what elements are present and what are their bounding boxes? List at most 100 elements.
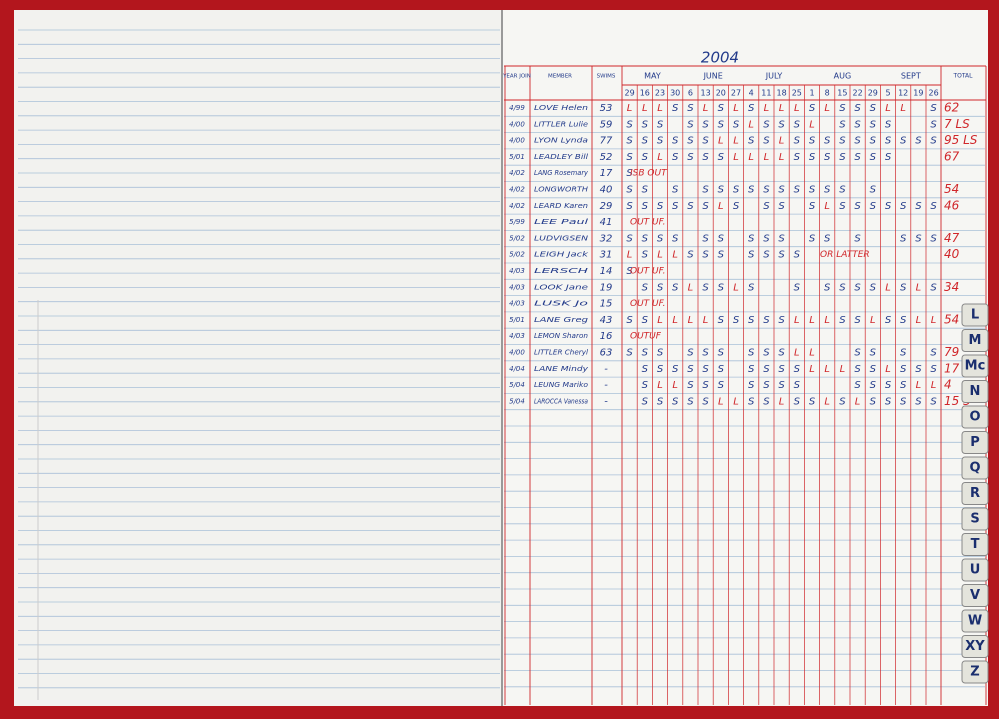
attendance-mark: S xyxy=(763,185,770,196)
member-name: LITTLER Cheryl xyxy=(534,349,588,357)
attendance-mark: S xyxy=(930,136,937,147)
member-name: LANG Rosemary xyxy=(534,169,589,177)
attendance-mark: S xyxy=(809,152,816,163)
attendance-mark: L xyxy=(916,380,922,391)
attendance-mark: S xyxy=(718,282,725,293)
attendance-mark: S xyxy=(657,233,664,244)
attendance-mark: S xyxy=(748,380,755,391)
date-header: 12 xyxy=(898,89,908,98)
attendance-mark: L xyxy=(657,315,663,326)
attendance-mark: S xyxy=(672,233,679,244)
note: OUTUF xyxy=(630,332,662,342)
attendance-mark: L xyxy=(703,315,709,326)
total: 62 xyxy=(944,101,959,115)
index-tab xyxy=(961,482,989,505)
member-name: LEARD Karen xyxy=(534,202,588,210)
attendance-mark: S xyxy=(854,152,861,163)
attendance-mark: S xyxy=(702,119,709,130)
index-tab-label: S xyxy=(970,512,979,527)
attendance-mark: S xyxy=(672,396,679,407)
attendance-mark: S xyxy=(672,136,679,147)
right-page xyxy=(502,10,988,706)
member-name: LYON Lynda xyxy=(534,137,588,145)
total: 34 xyxy=(944,280,959,294)
attendance-mark: S xyxy=(915,201,922,212)
index-tab xyxy=(961,635,989,658)
attendance-mark: S xyxy=(885,201,892,212)
attendance-mark: S xyxy=(718,348,725,359)
join-date: 5/02 xyxy=(509,234,525,242)
attendance-mark: S xyxy=(748,136,755,147)
attendance-mark: S xyxy=(809,201,816,212)
attendance-mark: S xyxy=(809,396,816,407)
index-tab-label: Mc xyxy=(965,359,986,374)
swims: 53 xyxy=(600,103,613,114)
month-header: AUG xyxy=(834,72,852,81)
attendance-mark: L xyxy=(748,152,754,163)
index-tab xyxy=(961,380,989,403)
date-header: 30 xyxy=(670,89,680,98)
attendance-mark: L xyxy=(779,136,785,147)
total: 79 xyxy=(944,345,959,359)
index-tab-label: P xyxy=(970,435,980,450)
index-tab-label: N xyxy=(970,384,981,399)
attendance-mark: S xyxy=(900,136,907,147)
attendance-mark: S xyxy=(854,103,861,114)
index-tab xyxy=(961,456,989,480)
attendance-mark: S xyxy=(626,266,633,277)
total: 40 xyxy=(944,247,960,261)
attendance-mark: S xyxy=(642,136,649,147)
attendance-mark: S xyxy=(930,282,937,293)
attendance-mark: S xyxy=(794,380,801,391)
join-date: 4/02 xyxy=(509,169,525,177)
join-date: 4/02 xyxy=(509,186,525,194)
attendance-mark: S xyxy=(642,185,649,196)
attendance-mark: S xyxy=(763,380,770,391)
attendance-mark: L xyxy=(733,136,739,147)
index-tab-label: W xyxy=(968,614,982,629)
attendance-mark: S xyxy=(778,380,785,391)
attendance-mark: S xyxy=(718,119,725,130)
member-name: LANE Greg xyxy=(534,316,589,324)
attendance-mark: S xyxy=(702,201,709,212)
attendance-mark: S xyxy=(870,396,877,407)
attendance-mark: S xyxy=(642,250,649,261)
attendance-mark: L xyxy=(855,396,861,407)
attendance-mark: S xyxy=(763,233,770,244)
attendance-mark: S xyxy=(748,250,755,261)
attendance-mark: L xyxy=(779,152,785,163)
date-header: 29 xyxy=(868,89,878,98)
total: 17 xyxy=(944,361,960,375)
date-header: 29 xyxy=(625,89,635,98)
attendance-mark: S xyxy=(900,233,907,244)
column-header: TOTAL xyxy=(952,73,973,80)
attendance-mark: S xyxy=(702,185,709,196)
member-name: LANE Mindy xyxy=(534,365,589,373)
attendance-mark: S xyxy=(718,364,725,375)
attendance-mark: S xyxy=(702,396,709,407)
swims: 77 xyxy=(600,136,613,147)
index-tab xyxy=(961,533,989,556)
attendance-mark: S xyxy=(748,315,755,326)
index-tab xyxy=(961,660,989,684)
member-name: LONGWORTH xyxy=(534,186,589,194)
attendance-mark: S xyxy=(854,119,861,130)
attendance-mark: S xyxy=(809,103,816,114)
member-name: LOOK Jane xyxy=(534,283,588,291)
attendance-mark: S xyxy=(626,348,633,359)
date-header: 11 xyxy=(761,89,771,98)
join-date: 4/00 xyxy=(509,349,525,357)
attendance-mark: S xyxy=(626,168,633,179)
join-date: 4/00 xyxy=(509,120,525,128)
join-date: 4/02 xyxy=(509,202,525,210)
attendance-mark: S xyxy=(794,185,801,196)
swims: 32 xyxy=(600,233,613,244)
attendance-mark: S xyxy=(748,348,755,359)
attendance-mark: S xyxy=(687,364,694,375)
member-name: LEADLEY Bill xyxy=(534,153,588,161)
total: 7 LS xyxy=(944,117,970,131)
attendance-mark: S xyxy=(748,282,755,293)
attendance-mark: S xyxy=(718,152,725,163)
attendance-mark: S xyxy=(733,201,740,212)
attendance-mark: S xyxy=(778,250,785,261)
